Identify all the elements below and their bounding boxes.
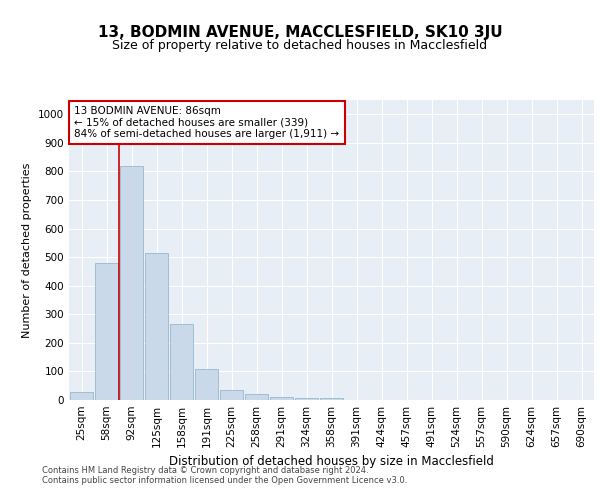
Bar (195, 368, 218, 400)
Text: 13 BODMIN AVENUE: 86sqm
← 15% of detached houses are smaller (339)
84% of semi-d: 13 BODMIN AVENUE: 86sqm ← 15% of detache… (74, 106, 340, 139)
Text: 13, BODMIN AVENUE, MACCLESFIELD, SK10 3JU: 13, BODMIN AVENUE, MACCLESFIELD, SK10 3J… (98, 25, 502, 40)
Bar (170, 324, 193, 400)
Bar (120, 166, 143, 400)
Bar (320, 398, 343, 400)
Bar (145, 253, 168, 400)
Bar (295, 398, 318, 400)
Bar (95, 263, 118, 400)
Bar (270, 397, 293, 400)
Bar (220, 390, 243, 400)
X-axis label: Distribution of detached houses by size in Macclesfield: Distribution of detached houses by size … (169, 456, 494, 468)
Text: Contains HM Land Registry data © Crown copyright and database right 2024.: Contains HM Land Registry data © Crown c… (42, 466, 368, 475)
Text: Contains public sector information licensed under the Open Government Licence v3: Contains public sector information licen… (42, 476, 407, 485)
Bar (70, 392, 93, 400)
Y-axis label: Number of detached properties: Number of detached properties (22, 162, 32, 338)
Text: Size of property relative to detached houses in Macclesfield: Size of property relative to detached ho… (112, 38, 488, 52)
Bar (245, 394, 268, 400)
